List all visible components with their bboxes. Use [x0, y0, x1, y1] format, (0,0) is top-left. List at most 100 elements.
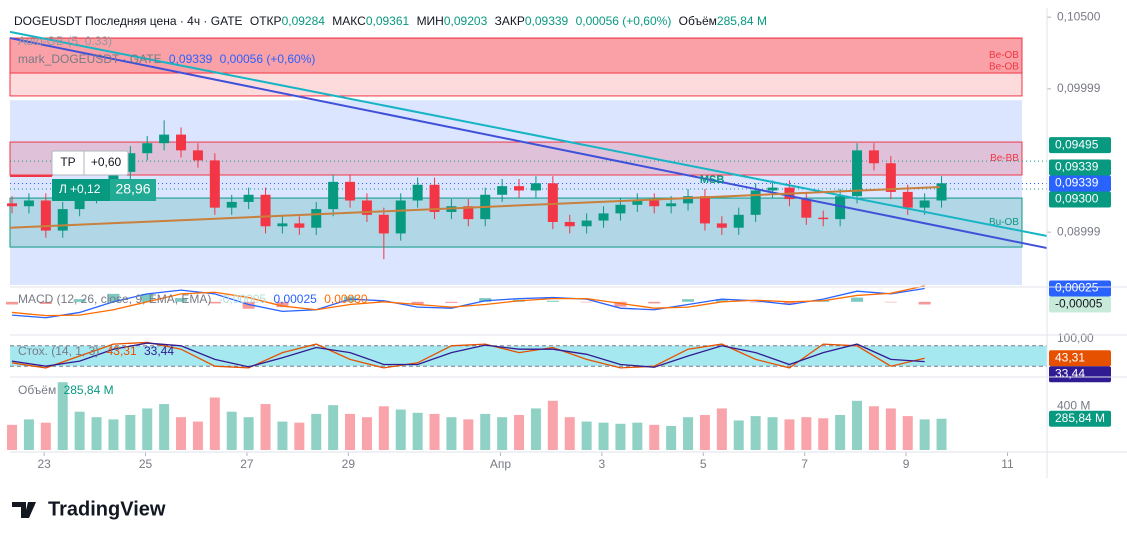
volume-bar [463, 419, 474, 450]
macd-histogram [682, 299, 695, 302]
price-tag [1049, 137, 1111, 154]
volume-bar [818, 418, 829, 450]
y-tick-label: 400 M [1057, 398, 1090, 412]
candle-body [159, 134, 170, 144]
x-tick-label: 27 [240, 457, 254, 471]
candle-body [750, 190, 761, 215]
price-tag [1049, 175, 1111, 192]
candle-body [649, 200, 660, 207]
x-tick-label: 29 [342, 457, 356, 471]
price-tag-label: 0,09339 [1055, 160, 1099, 174]
zone-label: Be-OB [989, 62, 1019, 73]
open: 0,09284 [282, 14, 326, 28]
volume-bar [7, 424, 18, 450]
volume-bar [902, 416, 913, 450]
stoch-line [11, 341, 925, 369]
x-tick-label: 11 [1001, 457, 1014, 471]
brand-logo-dot [29, 502, 35, 508]
x-tick-label: 23 [37, 457, 51, 471]
macd-histogram [107, 293, 120, 302]
macd-histogram [6, 301, 19, 305]
macd-histogram [276, 301, 289, 308]
close-label: ЗАКР [495, 14, 525, 28]
macd-histogram [445, 301, 458, 303]
volume-bar [429, 413, 440, 450]
candle-body [818, 217, 829, 220]
volume-bar [345, 413, 356, 450]
macd-histogram [580, 301, 593, 303]
price-tag-label: 285,84 M [1055, 411, 1105, 425]
candle-body [429, 184, 440, 212]
candle-body [328, 181, 339, 210]
volume-bar [23, 419, 34, 450]
volume-bar [328, 405, 339, 450]
stoch-line [11, 342, 925, 368]
candle-body [226, 201, 237, 208]
candle-body [530, 183, 541, 191]
volume-bar [142, 408, 153, 450]
zone [9, 37, 1023, 74]
candle-body [683, 196, 694, 204]
volume: 285,84 M [717, 14, 767, 28]
stoch-name: Стох. (14, 1, 3) [18, 344, 99, 358]
macd-histogram [614, 301, 627, 307]
candle-body [936, 183, 947, 201]
volume-bar [699, 415, 710, 450]
volume-bar [108, 419, 119, 450]
volume-bar [683, 417, 694, 450]
candle-body [835, 196, 846, 220]
mark-price: 0,09339 [169, 52, 213, 66]
macd-histogram [783, 301, 796, 305]
candle-body [615, 204, 626, 214]
x-tick-label: 25 [139, 457, 153, 471]
volume-bar [209, 397, 220, 450]
volume-bar [192, 421, 203, 450]
candle-body [801, 199, 812, 218]
price-tag-label: 0,09300 [1055, 192, 1099, 206]
ratio: 28,96 [115, 181, 150, 197]
tp-box [51, 150, 129, 176]
volume-bar [632, 422, 643, 450]
volume-bar [91, 417, 102, 450]
x-tick-label: 3 [599, 457, 606, 471]
volume-bar [564, 417, 575, 450]
volume-bar [598, 422, 609, 450]
volume-bar [176, 417, 187, 450]
candle-body [666, 203, 677, 207]
zone-label: Bu-OB [989, 217, 1019, 228]
volume-bar [666, 425, 677, 450]
zone [9, 37, 1023, 97]
trend-line [9, 186, 940, 229]
volume-bar [852, 400, 863, 450]
volume-bar [733, 420, 744, 450]
volume-value: 285,84 M [64, 383, 114, 397]
indicator-legend: Auto-OB (5, 0.33) [18, 34, 112, 48]
candle-body [852, 150, 863, 197]
volume-bar [395, 409, 406, 450]
price-tag [1049, 191, 1111, 208]
candle-body [57, 209, 68, 231]
candle-body [311, 209, 322, 228]
candle-body [581, 220, 592, 227]
price-tag [1049, 366, 1111, 383]
volume-bar [243, 417, 254, 450]
candle-body [74, 196, 85, 210]
sl-value: +0,12 [70, 182, 101, 196]
sl-box [52, 179, 110, 201]
volume-bar [581, 421, 592, 450]
volume-bar [226, 411, 237, 450]
volume-bar [615, 423, 626, 450]
macd-legend: MACD (12, 26, close, 9, EMA, EMA) -0,000… [18, 292, 368, 306]
candle-body [767, 187, 778, 191]
candle-body [902, 191, 913, 208]
price-tag-label: -0,00005 [1055, 297, 1103, 311]
y-tick-label: 100,00 [1057, 331, 1094, 345]
high: 0,09361 [366, 14, 410, 28]
candle-body [868, 150, 879, 164]
candle-body [463, 206, 474, 220]
macd-line [11, 285, 925, 317]
price-tag-label: 0,09495 [1055, 137, 1099, 151]
macd-histogram [479, 298, 492, 302]
mark-name: mark_DOGEUSDT · GATE [18, 52, 162, 66]
